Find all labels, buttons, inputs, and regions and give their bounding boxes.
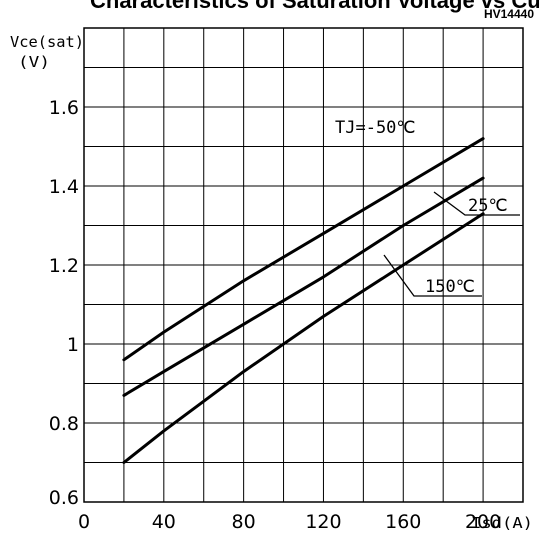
y-tick-label: 0.6 (49, 487, 79, 509)
x-tick-label: 40 (152, 511, 176, 533)
x-tick-label: 120 (305, 511, 341, 533)
y-tick-label: 1 (67, 334, 79, 356)
series-label-tj-minus-50: TJ=-50℃ (335, 118, 416, 138)
series-label-150c: 150℃ (425, 277, 475, 297)
y-tick-label: 1.4 (49, 176, 79, 198)
y-tick-label: 1.6 (49, 97, 79, 119)
y-tick-label: 1.2 (49, 255, 79, 277)
series-lines (122, 137, 485, 464)
series-annotations: TJ=-50℃ 25℃ 150℃ (335, 118, 520, 297)
figure-code: HV14440 (484, 7, 534, 21)
series-line-2 (122, 212, 485, 464)
y-tick-label: 0.8 (49, 413, 79, 435)
series-line-0 (122, 137, 485, 362)
leader-150c (383, 254, 482, 297)
x-tick-label: 160 (385, 511, 421, 533)
x-tick-label: 200 (465, 511, 501, 533)
x-axis-label: Isd(A) (471, 514, 533, 532)
plot-frame (83, 27, 524, 503)
y-axis-label: Vce(sat) (10, 33, 84, 51)
grid (84, 28, 523, 502)
x-tick-label: 80 (232, 511, 256, 533)
y-tick-labels: 0.8 1 1.2 1.4 1.6 0.6 (49, 97, 79, 509)
leader-25c (433, 191, 520, 216)
series-line-1 (122, 176, 485, 397)
series-label-25c: 25℃ (468, 196, 508, 216)
chart-title: Characteristics of Saturation Voltage vs… (90, 0, 539, 13)
x-tick-label: 0 (78, 511, 90, 533)
y-axis-unit: (V) (18, 53, 50, 71)
x-tick-labels: 0 40 80 120 160 200 (78, 511, 501, 533)
